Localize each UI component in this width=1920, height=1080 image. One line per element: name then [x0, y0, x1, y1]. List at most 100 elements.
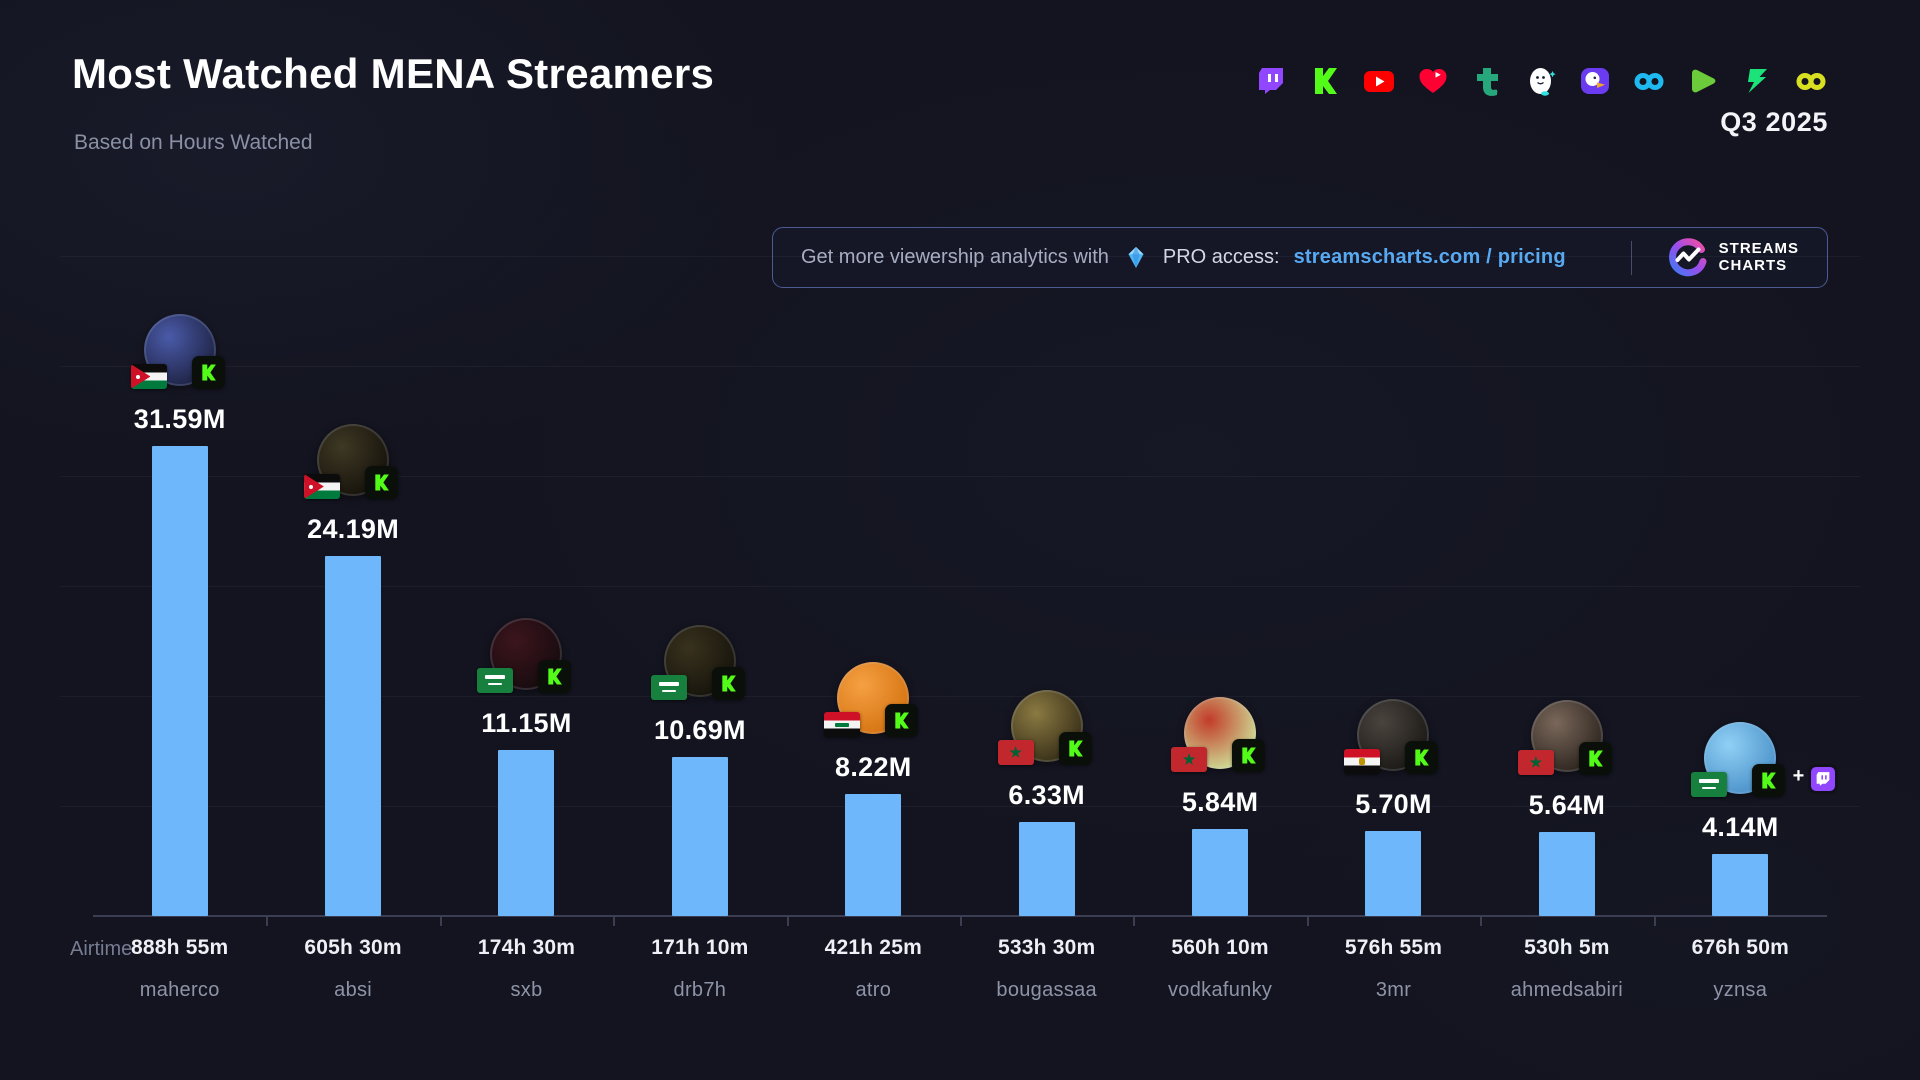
hours-watched-value: 4.14M [1702, 812, 1779, 842]
parti-icon [1578, 64, 1612, 98]
streamer-name: bougassaa [996, 979, 1097, 1001]
airtime-value: 560h 10m [1171, 936, 1269, 959]
streamer-name: vodkafunky [1168, 979, 1273, 1001]
bar-vodkafunky [1192, 829, 1249, 916]
banner-divider [1630, 240, 1632, 275]
hours-watched-value: 31.59M [133, 404, 226, 434]
brand-line1: STREAMS [1718, 239, 1799, 257]
rumble-icon [1686, 64, 1720, 98]
streamer-name: atro [855, 979, 892, 1001]
airtime-value: 888h 55m [131, 936, 229, 959]
gridline [60, 696, 1860, 697]
youtube-icon [1362, 64, 1396, 98]
hours-watched-value: 8.22M [835, 752, 912, 782]
airtime-value: 171h 10m [651, 936, 749, 959]
airtime-value: 421h 25m [824, 936, 922, 959]
streamer-column-maherco: 31.59M [93, 0, 266, 916]
streamer-avatar [1344, 699, 1439, 774]
axis-tick [440, 917, 442, 926]
page-title: Most Watched MENA Streamers [72, 50, 715, 97]
streamer-column-absi: 24.19M [266, 0, 439, 916]
axis-tick [1133, 917, 1135, 926]
hours-watched-value: 24.19M [307, 514, 400, 544]
kick-icon [538, 660, 572, 693]
streamer-column-3mr: 5.70M [1307, 0, 1480, 916]
kick-icon [1308, 64, 1342, 98]
streamer-column-bougassaa: 6.33M [960, 0, 1133, 916]
soop-icon [1632, 64, 1666, 98]
chzzk-icon [1740, 64, 1774, 98]
twitch-icon [1808, 764, 1839, 794]
axis-tick [787, 917, 789, 926]
flag-iraq-icon [824, 712, 861, 737]
flag-egypt-icon [1344, 749, 1381, 774]
streamer-column-drb7h: 10.69M [613, 0, 786, 916]
airtime-value: 605h 30m [304, 936, 402, 959]
kick-icon [885, 704, 919, 737]
period-label: Q3 2025 [1720, 107, 1828, 137]
hours-watched-value: 11.15M [481, 708, 572, 738]
axis-tick [1654, 917, 1656, 926]
streamer-name: sxb [510, 979, 543, 1001]
streamer-column-ahmedsabiri: 5.64M [1480, 0, 1653, 916]
airtime-axis-label: Airtime [70, 938, 133, 960]
kick-icon [711, 667, 745, 700]
airtime-value: 530h 5m [1524, 936, 1610, 959]
airtime-value: 174h 30m [477, 936, 576, 959]
infinity-icon [1794, 64, 1828, 98]
kick-icon [1578, 742, 1612, 775]
pricing-link[interactable]: streamscharts.com / pricing [1293, 246, 1566, 268]
bigo-live-icon [1524, 64, 1558, 98]
bar-sxb [498, 750, 555, 916]
airtime-value: 533h 30m [998, 936, 1096, 959]
kick-icon [1752, 764, 1786, 797]
bar-maherco [151, 446, 208, 916]
kick-icon [1058, 732, 1092, 765]
streamer-avatar: + [1691, 722, 1839, 797]
bar-bougassaa [1018, 822, 1075, 916]
promo-text: Get more viewership analytics with [801, 246, 1109, 268]
youtube-gaming-icon [1416, 64, 1450, 98]
streamer-avatar [130, 314, 225, 389]
hours-watched-value: 6.33M [1008, 780, 1085, 810]
streamer-name: drb7h [673, 979, 727, 1001]
airtime-value: 676h 50m [1691, 936, 1789, 959]
page-subtitle: Based on Hours Watched [74, 131, 313, 154]
streamer-name: 3mr [1375, 979, 1412, 1001]
x-axis [93, 915, 1827, 917]
bar-drb7h [671, 757, 728, 916]
streamer-name: ahmedsabiri [1510, 979, 1623, 1001]
gridline [60, 366, 1860, 367]
streamer-column-atro: 8.22M [787, 0, 960, 916]
flag-morocco-icon [1171, 747, 1208, 772]
streamer-avatar [304, 424, 399, 499]
streamer-avatar [997, 690, 1092, 765]
flag-saudi-arabia-icon [1691, 772, 1728, 797]
gridline [60, 586, 1860, 587]
axis-tick [960, 917, 962, 926]
kick-icon [1232, 739, 1266, 772]
flag-saudi-arabia-icon [650, 675, 687, 700]
streamer-column-sxb: 11.15M [440, 0, 613, 916]
hours-watched-value: 5.84M [1181, 787, 1259, 817]
bar-ahmedsabiri [1538, 832, 1595, 916]
streamer-column-yznsa: +4.14M [1654, 0, 1839, 916]
streamer-name: yznsa [1713, 979, 1768, 1001]
kick-icon [1405, 741, 1439, 774]
pro-gem-icon [1124, 246, 1148, 269]
streamer-avatar [1171, 697, 1266, 772]
streamer-avatar [477, 618, 572, 693]
twitch-icon [1254, 64, 1288, 98]
kick-icon [191, 356, 225, 389]
pro-access-label: PRO access: [1162, 246, 1280, 268]
airtime-value: 576h 55m [1344, 936, 1443, 959]
streamscharts-mark-icon [1668, 237, 1707, 276]
streamscharts-logo: STREAMS CHARTS [1667, 237, 1799, 279]
streamer-name: absi [334, 979, 373, 1001]
streamer-column-vodkafunky: 5.84M [1133, 0, 1306, 916]
hours-watched-value: 5.70M [1355, 789, 1432, 819]
bar-absi [325, 556, 382, 916]
axis-tick [1307, 917, 1309, 926]
